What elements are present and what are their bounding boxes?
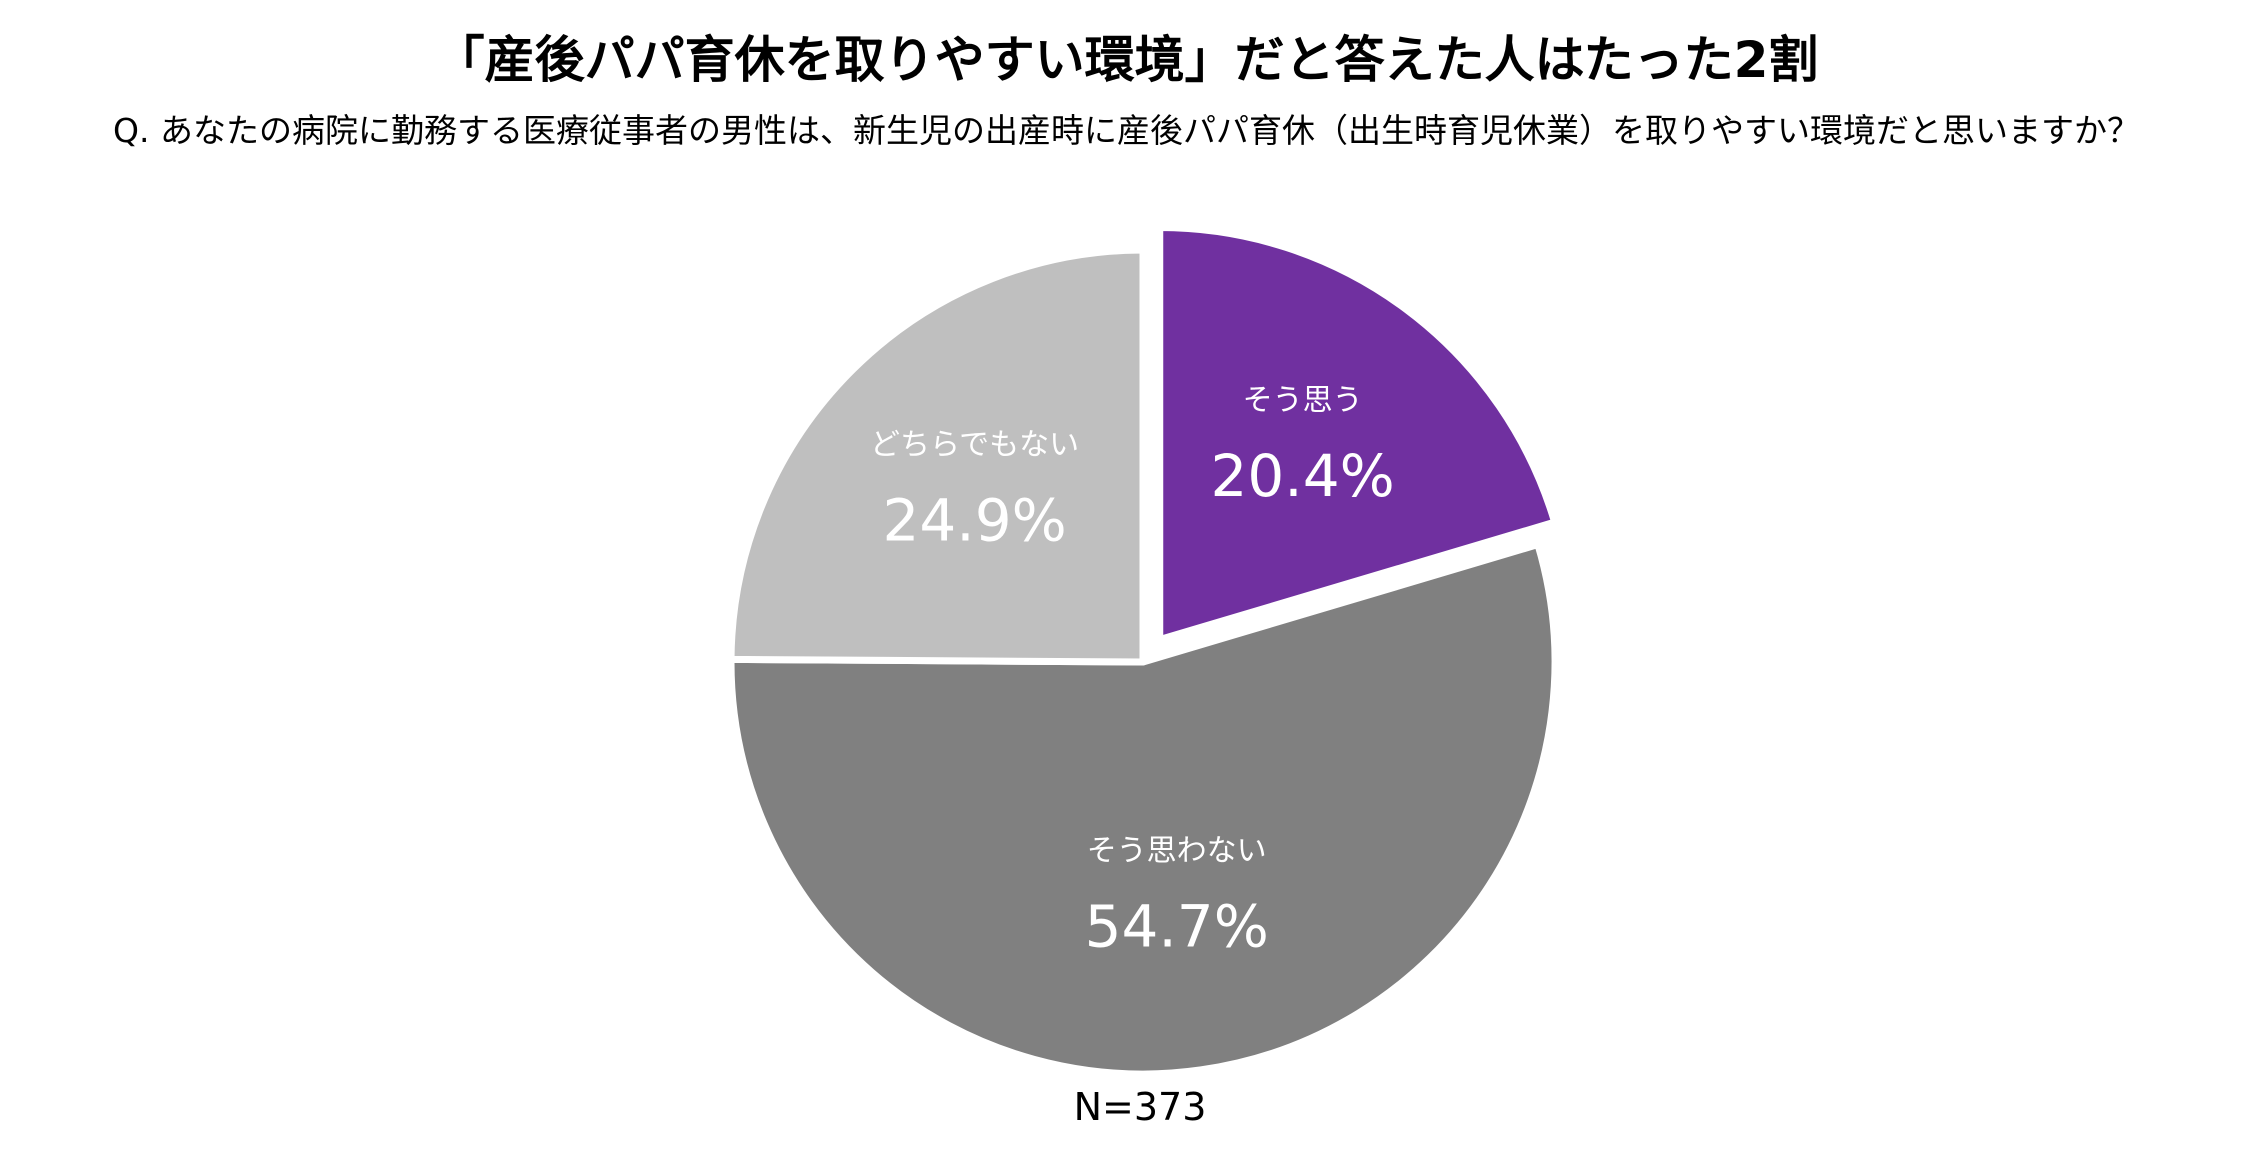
slice-label-2: どちらでもない [870,428,1079,463]
slice-value-2: 24.9% [882,487,1066,555]
chart-title: 「産後パパ育休を取りやすい環境」だと答えた人はたった2割 [434,31,1819,89]
slice-value-0: 20.4% [1210,442,1394,510]
slice-label-1: そう思わない [1087,834,1267,869]
slice-value-1: 54.7% [1085,893,1269,961]
pie-slice-0 [1156,224,1559,644]
pie-slice-1 [727,541,1559,1078]
pie-slice-2 [727,246,1147,666]
chart-question: Q. あなたの病院に勤務する医療従事者の男性は、新生児の出産時に産後パパ育休（出… [113,111,2140,150]
slice-label-0: そう思う [1243,383,1363,418]
sample-size-label: N=373 [1073,1085,1207,1129]
